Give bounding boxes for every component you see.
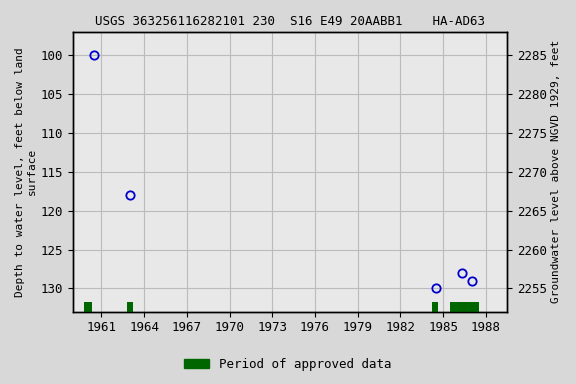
Y-axis label: Depth to water level, feet below land
surface: Depth to water level, feet below land su…	[15, 47, 37, 297]
Bar	[127, 302, 134, 312]
Bar	[450, 302, 479, 312]
Bar	[431, 302, 438, 312]
Title: USGS 363256116282101 230  S16 E49 20AABB1    HA-AD63: USGS 363256116282101 230 S16 E49 20AABB1…	[95, 15, 485, 28]
Bar	[84, 302, 92, 312]
Y-axis label: Groundwater level above NGVD 1929, feet: Groundwater level above NGVD 1929, feet	[551, 40, 561, 303]
Legend: Period of approved data: Period of approved data	[179, 353, 397, 376]
